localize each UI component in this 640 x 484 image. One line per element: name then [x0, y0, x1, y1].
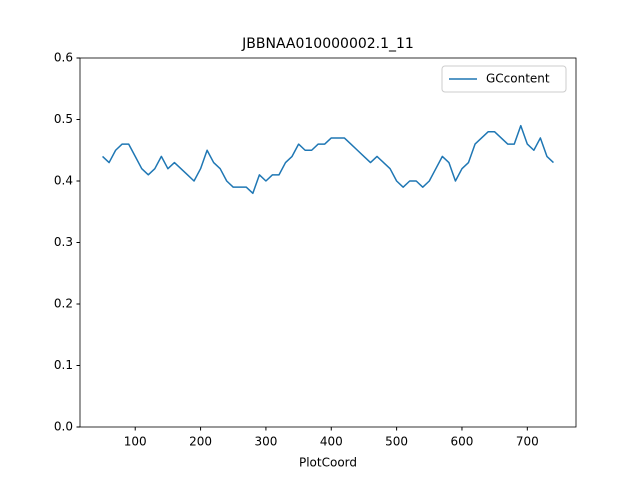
data-line — [102, 124, 554, 195]
legend-box — [441, 65, 567, 93]
x-tick-label: 100 — [124, 435, 147, 449]
x-tick-label: 500 — [385, 435, 408, 449]
y-tick-label: 0.2 — [54, 297, 73, 311]
legend-label: GCcontent — [486, 72, 550, 86]
x-axis-label: PlotCoord — [299, 456, 357, 470]
y-tick-label: 0.1 — [54, 358, 73, 372]
x-tick-label: 600 — [451, 435, 474, 449]
chart-title: JBBNAA010000002.1_11 — [241, 36, 414, 52]
y-tick-label: 0.3 — [54, 235, 73, 249]
plot-frame — [79, 57, 577, 428]
x-tick-label: 400 — [320, 435, 343, 449]
y-tick-label: 0.5 — [54, 112, 73, 126]
y-tick-label: 0.6 — [54, 51, 73, 65]
y-tick-label: 0.4 — [54, 174, 73, 188]
x-tick-label: 200 — [189, 435, 212, 449]
y-tick-label: 0.0 — [54, 420, 73, 434]
x-tick-label: 300 — [254, 435, 277, 449]
x-tick-label: 700 — [516, 435, 539, 449]
